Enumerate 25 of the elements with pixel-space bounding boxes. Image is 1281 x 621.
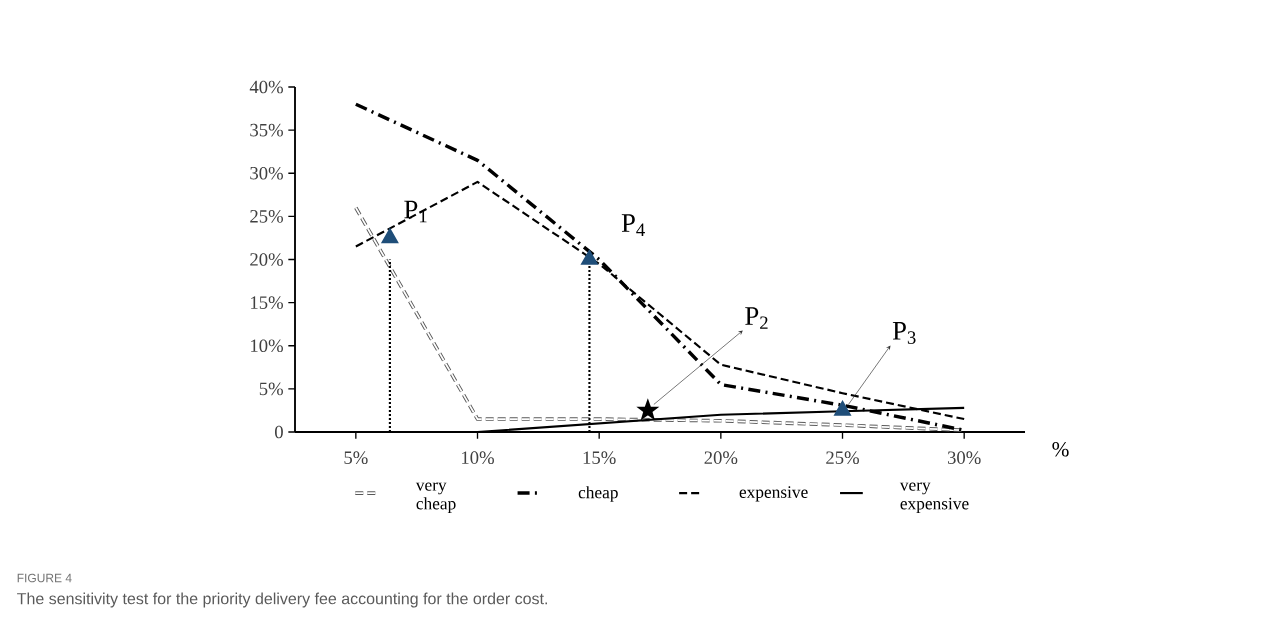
y-tick-label: 40% <box>249 80 283 94</box>
caption: FIGURE 4 <box>17 573 72 583</box>
annotation: P$_{4}$ <box>621 214 645 236</box>
annotation: P$_{2}$ <box>745 307 768 329</box>
legend-label: very cheap <box>415 482 456 513</box>
y-tick-label: 5% <box>259 382 283 396</box>
x-tick-label: 30% <box>947 451 981 465</box>
y-tick-label: 15% <box>251 296 283 309</box>
x-tick-label: 20% <box>704 451 738 465</box>
y-tick-label: 10% <box>251 339 283 353</box>
y-tick-label: 35% <box>250 123 283 137</box>
legend-label: expensive <box>739 486 808 502</box>
x-axis-title: % <box>1052 442 1069 457</box>
x-tick-label: 10% <box>462 451 494 465</box>
x-tick-label: 5% <box>344 451 368 465</box>
legend-label: cheap <box>578 486 618 502</box>
x-tick-label: 25% <box>826 451 859 465</box>
text: The sensitivity test for the priority delivery fee accounting for the order cost. <box>17 592 547 608</box>
y-tick-label: 20% <box>250 253 283 266</box>
x-tick-label: 15% <box>583 451 616 465</box>
annotation: P$_{3}$ <box>892 322 916 344</box>
y-tick-label: 30% <box>250 166 283 180</box>
legend-label: very expensive <box>899 482 969 513</box>
y-tick-label: 25% <box>250 210 283 223</box>
y-tick-label: 0 <box>275 425 283 439</box>
